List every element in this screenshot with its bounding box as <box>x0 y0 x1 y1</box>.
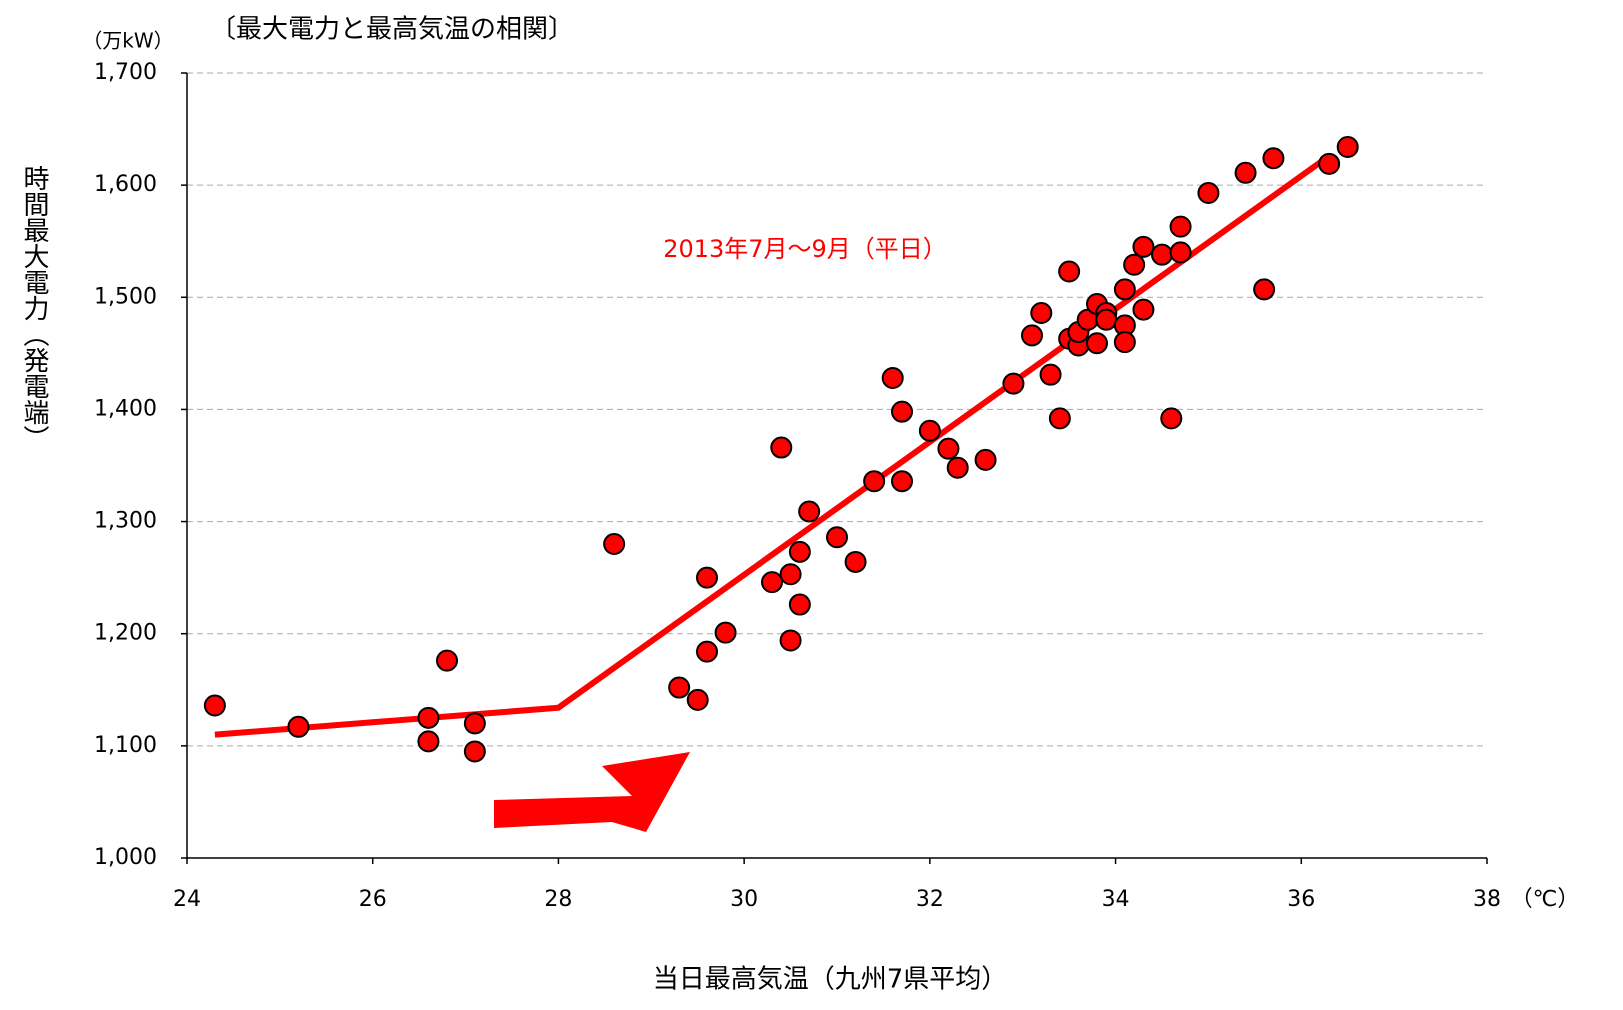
point <box>1253 278 1276 301</box>
point <box>1151 243 1173 266</box>
point <box>788 540 811 563</box>
point <box>203 694 226 717</box>
x-unit: （℃） <box>1511 887 1580 912</box>
point <box>714 621 737 644</box>
point <box>761 571 783 594</box>
x-tick-label: 28 <box>544 887 572 912</box>
x-tick-label: 30 <box>730 887 758 912</box>
point <box>417 730 440 753</box>
x-tick-label: 36 <box>1287 887 1315 912</box>
y-tick-label: 1,200 <box>94 621 157 646</box>
point <box>1048 407 1071 430</box>
point <box>1113 278 1136 301</box>
point <box>779 563 802 586</box>
point <box>1318 152 1341 175</box>
point <box>937 437 960 460</box>
point <box>788 593 811 616</box>
point <box>417 706 440 729</box>
y-tick-label: 1,100 <box>94 733 157 758</box>
point <box>1021 324 1043 347</box>
x-tick-label: 38 <box>1473 887 1501 912</box>
y-tick-label: 1,600 <box>94 172 157 197</box>
point <box>946 456 969 479</box>
y-tick-label: 1,300 <box>94 509 157 534</box>
point <box>1132 235 1155 258</box>
point <box>463 712 486 735</box>
point <box>1132 298 1155 321</box>
point <box>696 640 718 663</box>
point <box>1123 253 1146 276</box>
point <box>1169 215 1192 238</box>
x-tick-label: 34 <box>1102 887 1130 912</box>
x-tick-label: 26 <box>359 887 387 912</box>
point <box>1160 407 1183 430</box>
y-axis-label: 時間最大電力（発電端） <box>19 165 49 451</box>
point <box>863 470 886 493</box>
y-unit: （万kW） <box>82 29 173 53</box>
point <box>891 400 913 423</box>
point <box>1039 363 1062 386</box>
point <box>1058 260 1081 283</box>
y-tick-label: 1,400 <box>94 396 157 421</box>
arrow <box>494 752 690 832</box>
point <box>287 715 310 738</box>
point <box>696 566 718 589</box>
point <box>770 436 793 459</box>
point <box>881 367 904 390</box>
point <box>826 526 848 549</box>
x-tick-label: 32 <box>916 887 944 912</box>
point <box>436 649 458 672</box>
point <box>1086 332 1108 355</box>
point <box>974 448 997 471</box>
point <box>1030 301 1053 324</box>
point <box>1336 136 1359 159</box>
point <box>798 500 821 523</box>
point <box>844 550 867 573</box>
point <box>686 688 709 711</box>
x-axis-label: 当日最高気温（九州7県平均） <box>653 965 1008 995</box>
point <box>891 470 913 493</box>
y-tick-label: 1,000 <box>94 845 157 870</box>
annotation: 2013年7月～9月（平日） <box>663 235 947 263</box>
point <box>603 533 626 555</box>
point <box>1262 147 1285 170</box>
point <box>668 676 691 699</box>
point <box>1095 308 1118 331</box>
point <box>1002 372 1025 395</box>
point <box>918 419 941 442</box>
y-tick-label: 1,700 <box>94 60 157 85</box>
point <box>1234 161 1257 184</box>
y-tick-label: 1,500 <box>94 284 157 309</box>
point <box>779 629 802 652</box>
point <box>463 740 486 763</box>
x-tick-label: 24 <box>173 887 201 912</box>
point <box>1113 331 1136 354</box>
point <box>1169 241 1192 264</box>
chart-title: 〔最大電力と最高気温の相関〕 <box>210 15 574 45</box>
point <box>1197 181 1220 204</box>
